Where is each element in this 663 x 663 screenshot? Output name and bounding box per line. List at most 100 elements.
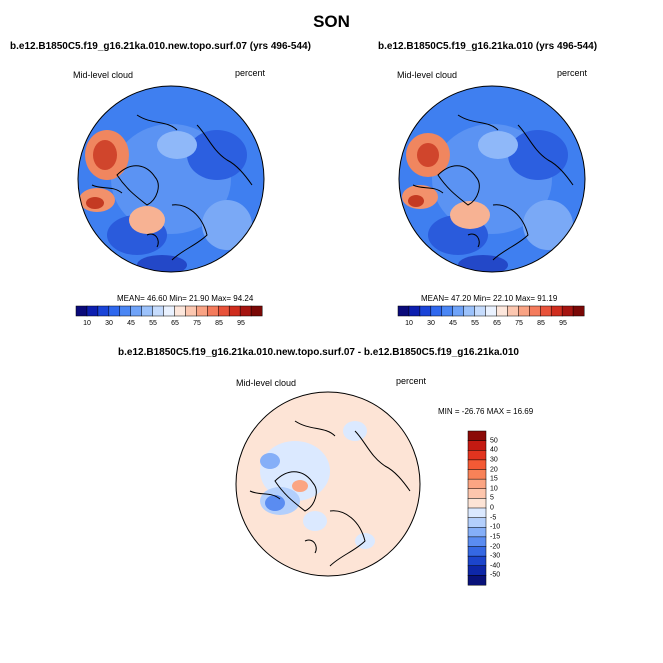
colorbar-swatch (507, 305, 519, 317)
colorbar-swatch (152, 305, 164, 317)
colorbar-swatch (452, 305, 465, 317)
panel-1-map (77, 85, 265, 273)
colorbar-swatch (539, 305, 552, 317)
panel-1-title: b.e12.B1850C5.f19_g16.21ka.010.new.topo.… (10, 41, 311, 52)
colorbar-swatch (467, 478, 487, 490)
colorbar-tick-label: 55 (471, 320, 479, 327)
colorbar-tick-label: 75 (193, 320, 201, 327)
panel-1-variable: Mid-level cloud (73, 70, 134, 80)
colorbar-tick-label: 95 (237, 320, 245, 327)
colorbar-swatch (141, 305, 154, 317)
colorbar-swatch (467, 430, 487, 442)
colorbar-swatch (196, 305, 208, 317)
colorbar-swatch (467, 575, 487, 586)
colorbar-swatch (467, 546, 487, 557)
colorbar-tick-label: 45 (449, 320, 457, 327)
colorbar-tick-label: 10 (405, 320, 413, 327)
colorbar-swatch (174, 305, 186, 317)
colorbar-tick-label: 85 (537, 320, 545, 327)
colorbar-tick-label: 10 (490, 485, 498, 493)
difference-stats: MIN = -26.76 MAX = 16.69 (438, 407, 534, 416)
colorbar-swatch (467, 440, 487, 451)
colorbar-swatch (529, 305, 541, 317)
colorbar-swatch (228, 305, 241, 317)
colorbar-tick-label: 5 (490, 494, 494, 502)
colorbar-swatch (419, 305, 432, 317)
difference-colorbar (467, 430, 487, 586)
colorbar-swatch (130, 305, 143, 317)
colorbar-tick-label: 85 (215, 320, 223, 327)
colorbar-swatch (467, 459, 487, 470)
colorbar-swatch (518, 305, 530, 317)
panel-1-stats: MEAN= 46.60 Min= 21.90 Max= 94.24 (117, 294, 254, 303)
colorbar-tick-label: -30 (490, 552, 501, 560)
colorbar-swatch (119, 305, 132, 317)
colorbar-swatch (496, 305, 508, 317)
colorbar-swatch (430, 305, 443, 317)
colorbar-swatch (97, 305, 110, 317)
colorbar-tick-label: 15 (490, 475, 498, 483)
colorbar-swatch (397, 305, 410, 317)
difference-colorbar-labels: 50 40 30 20 15 10 5 0 -5 -10 -15 -20 -30… (490, 431, 514, 585)
colorbar-swatch (463, 305, 476, 317)
colorbar-tick-label: -5 (490, 514, 497, 522)
colorbar-swatch (467, 536, 487, 547)
colorbar-swatch (185, 305, 197, 317)
colorbar-swatch (467, 498, 487, 509)
colorbar-tick-label: 50 (490, 437, 498, 445)
colorbar-tick-label: 10 (83, 320, 91, 327)
panel-2-title: b.e12.B1850C5.f19_g16.21ka.010 (yrs 496-… (378, 41, 598, 52)
colorbar-swatch (467, 450, 487, 461)
colorbar-tick-label: 40 (490, 446, 498, 454)
colorbar-swatch (467, 488, 487, 499)
difference-variable: Mid-level cloud (236, 378, 297, 388)
colorbar-tick-label: -20 (490, 543, 501, 550)
colorbar-swatch (467, 555, 487, 567)
colorbar-swatch (467, 565, 487, 576)
panel-2-colorbar (397, 305, 585, 317)
panel-2-map (398, 85, 586, 273)
panel-1-colorbar-labels: 10 30 45 55 65 75 85 95 (76, 320, 262, 330)
colorbar-tick-label: -40 (490, 562, 501, 570)
colorbar-swatch (75, 305, 88, 317)
colorbar-tick-label: 95 (559, 320, 567, 327)
colorbar-swatch (408, 305, 421, 317)
colorbar-swatch (467, 527, 487, 538)
panel-2-colorbar-labels: 10 30 45 55 65 75 85 95 (398, 320, 584, 330)
colorbar-swatch (108, 305, 121, 317)
colorbar-tick-label: 30 (490, 456, 498, 464)
colorbar-tick-label: -50 (490, 571, 501, 579)
colorbar-tick-label: 75 (515, 320, 523, 327)
colorbar-swatch (217, 305, 230, 317)
colorbar-tick-label: 20 (490, 466, 498, 473)
panel-2-units: percent (557, 68, 588, 78)
colorbar-swatch (467, 517, 487, 528)
panel-2-variable: Mid-level cloud (397, 70, 458, 80)
colorbar-swatch (467, 469, 487, 480)
panel-2-stats: MEAN= 47.20 Min= 22.10 Max= 91.19 (421, 294, 558, 303)
colorbar-tick-label: -10 (490, 523, 501, 531)
colorbar-swatch (86, 305, 99, 317)
difference-map (235, 391, 421, 577)
colorbar-swatch (572, 305, 585, 317)
colorbar-tick-label: 0 (490, 504, 494, 512)
colorbar-tick-label: 55 (149, 320, 157, 327)
colorbar-swatch (250, 305, 263, 317)
colorbar-swatch (561, 305, 574, 317)
colorbar-swatch (441, 305, 454, 317)
colorbar-tick-label: 30 (427, 320, 435, 327)
colorbar-tick-label: -15 (490, 533, 501, 541)
colorbar-swatch (163, 305, 175, 317)
colorbar-swatch (467, 507, 487, 519)
panel-1-units: percent (235, 68, 266, 78)
colorbar-swatch (239, 305, 252, 317)
figure-title: SON (313, 12, 350, 31)
difference-title: b.e12.B1850C5.f19_g16.21ka.010.new.topo.… (118, 347, 519, 358)
panel-1-colorbar (75, 305, 263, 317)
colorbar-tick-label: 30 (105, 320, 113, 327)
colorbar-tick-label: 65 (171, 320, 179, 327)
colorbar-swatch (485, 305, 497, 317)
colorbar-tick-label: 65 (493, 320, 501, 327)
colorbar-swatch (474, 305, 486, 317)
difference-units: percent (396, 376, 427, 386)
